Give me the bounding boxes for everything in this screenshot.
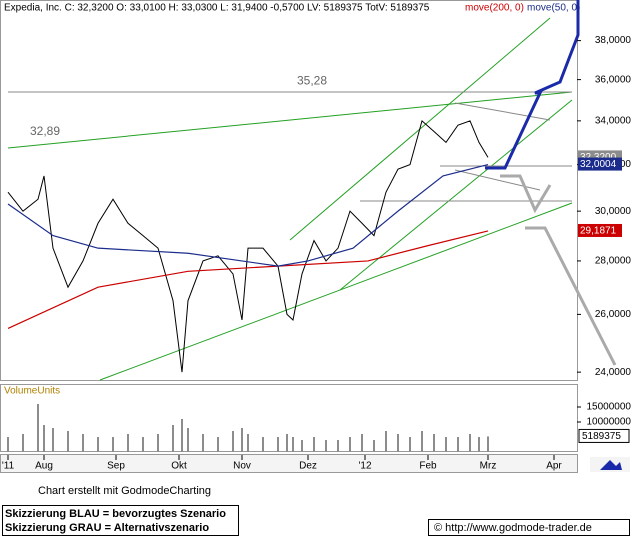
trendline [7, 91, 573, 149]
volume-bar [277, 437, 280, 452]
volume-bar [232, 431, 235, 452]
x-tick-label: Sep [107, 461, 125, 472]
y-tick-label: 38,0000 [595, 35, 632, 46]
site-box [428, 519, 630, 536]
y-tick-label: 15000000 [587, 402, 632, 413]
volume-bar [112, 437, 115, 452]
price-line [7, 164, 489, 267]
volume-bar [300, 440, 303, 452]
credit: Chart erstellt mit GodmodeCharting [38, 485, 211, 497]
volume-bar [468, 434, 471, 452]
volume-bar [82, 434, 85, 452]
x-tick-label: Dez [299, 461, 317, 472]
x-tick-label: Apr [546, 461, 562, 472]
volume-bar [348, 437, 351, 452]
volume-bar [142, 437, 145, 452]
volume-bar [336, 440, 339, 452]
y-tick-label: 28,0000 [595, 256, 632, 267]
scenario-note: Skizzierung GRAU = Alternativszenario [5, 522, 209, 534]
y-tick-label: 10000000 [587, 417, 632, 428]
volume-bar [360, 434, 363, 452]
volume-bar [432, 434, 435, 452]
volume-bar [372, 440, 375, 452]
x-tick-label: Nov [233, 461, 251, 472]
volume-bar [97, 437, 100, 452]
x-tick-label: Okt [171, 461, 187, 472]
site: © http://www.godmode-trader.de [434, 522, 592, 534]
annotation: 32,89 [30, 124, 60, 138]
price-pane [0, 0, 578, 381]
volume-pane [0, 384, 578, 452]
volume-bar [43, 425, 46, 452]
annotation: 35,28 [297, 73, 327, 87]
x-tick-label: Aug [35, 461, 53, 472]
y-tick-label: 36,0000 [595, 74, 632, 85]
volume-box [578, 428, 630, 443]
x-tick-label: Mrz [480, 461, 497, 472]
volume-bar [384, 431, 387, 452]
volume-bar [444, 437, 447, 452]
volume-bar [7, 437, 10, 452]
volume-bar [52, 428, 55, 452]
volume-bar [396, 434, 399, 452]
price-label: 32,3200 [580, 152, 617, 163]
volume-bar [241, 428, 244, 452]
y-tick-label: 30,0000 [595, 206, 632, 217]
x-tick-label: '12 [358, 461, 371, 472]
volume-bar [324, 440, 327, 452]
volume-bar [408, 437, 411, 452]
volume-bar [22, 434, 25, 452]
price-label: 29,1871 [580, 226, 617, 237]
logo [600, 460, 622, 470]
volume-bar [67, 431, 70, 452]
volume-bar [420, 431, 423, 452]
price-label: 32,0004 [580, 159, 617, 170]
volume-bar [477, 437, 480, 452]
x-axis-strip [0, 454, 578, 473]
x-tick-label: '11 [2, 461, 15, 472]
volume-bar [127, 434, 130, 452]
header: Expedia, Inc. C: 32,3200 O: 33,0100 H: 3… [4, 3, 430, 14]
x-tick-label: Feb [419, 461, 437, 472]
volume-bar [312, 437, 315, 452]
volume-bar [37, 404, 40, 452]
volume-bar [291, 437, 294, 452]
trendline [99, 202, 573, 381]
volume-bar [456, 437, 459, 452]
volume-bar [262, 437, 265, 452]
price-box [578, 223, 622, 237]
legend-entry: move(50, 0) [527, 3, 580, 14]
y-tick-label: 24,0000 [595, 367, 632, 378]
grey-scenario [525, 226, 617, 366]
y-tick-label: 26,0000 [595, 309, 632, 320]
scenario-note: Skizzierung BLAU = bevorzugtes Szenario [5, 508, 226, 520]
volume-bar [181, 419, 184, 452]
volume-title: VolumeUnits [4, 386, 60, 397]
volume-bar [157, 434, 160, 452]
price-line [7, 119, 489, 373]
price-box [578, 157, 622, 171]
volume-bar [187, 428, 190, 452]
volume-bar [247, 434, 250, 452]
volume-bar [486, 436, 489, 452]
legend-entry: move(200, 0) [465, 3, 524, 14]
volume-label: 5189375 [582, 431, 621, 442]
triangle-line [454, 102, 551, 121]
legend-box [2, 505, 239, 536]
volume-bar [217, 437, 220, 452]
volume-bar [202, 434, 205, 452]
grey-scenario [500, 174, 552, 214]
volume-bar [172, 425, 175, 452]
y-tick-label: 34,0000 [595, 115, 632, 126]
volume-bar [286, 434, 288, 452]
blue-scenario [485, 0, 580, 170]
